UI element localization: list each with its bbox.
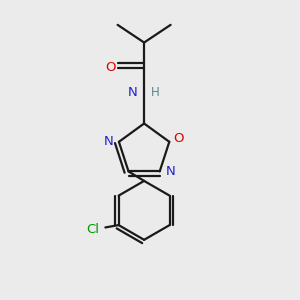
Text: O: O [173, 132, 184, 145]
Text: O: O [105, 61, 116, 74]
Text: N: N [128, 86, 138, 99]
Text: N: N [103, 135, 113, 148]
Text: N: N [165, 165, 175, 178]
Text: H: H [151, 86, 160, 99]
Text: Cl: Cl [86, 223, 100, 236]
